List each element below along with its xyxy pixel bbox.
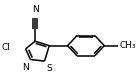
Text: S: S [46, 64, 52, 73]
Text: N: N [32, 5, 39, 14]
Text: CH₃: CH₃ [120, 41, 136, 50]
Text: N: N [22, 63, 29, 72]
Text: Cl: Cl [2, 43, 11, 52]
